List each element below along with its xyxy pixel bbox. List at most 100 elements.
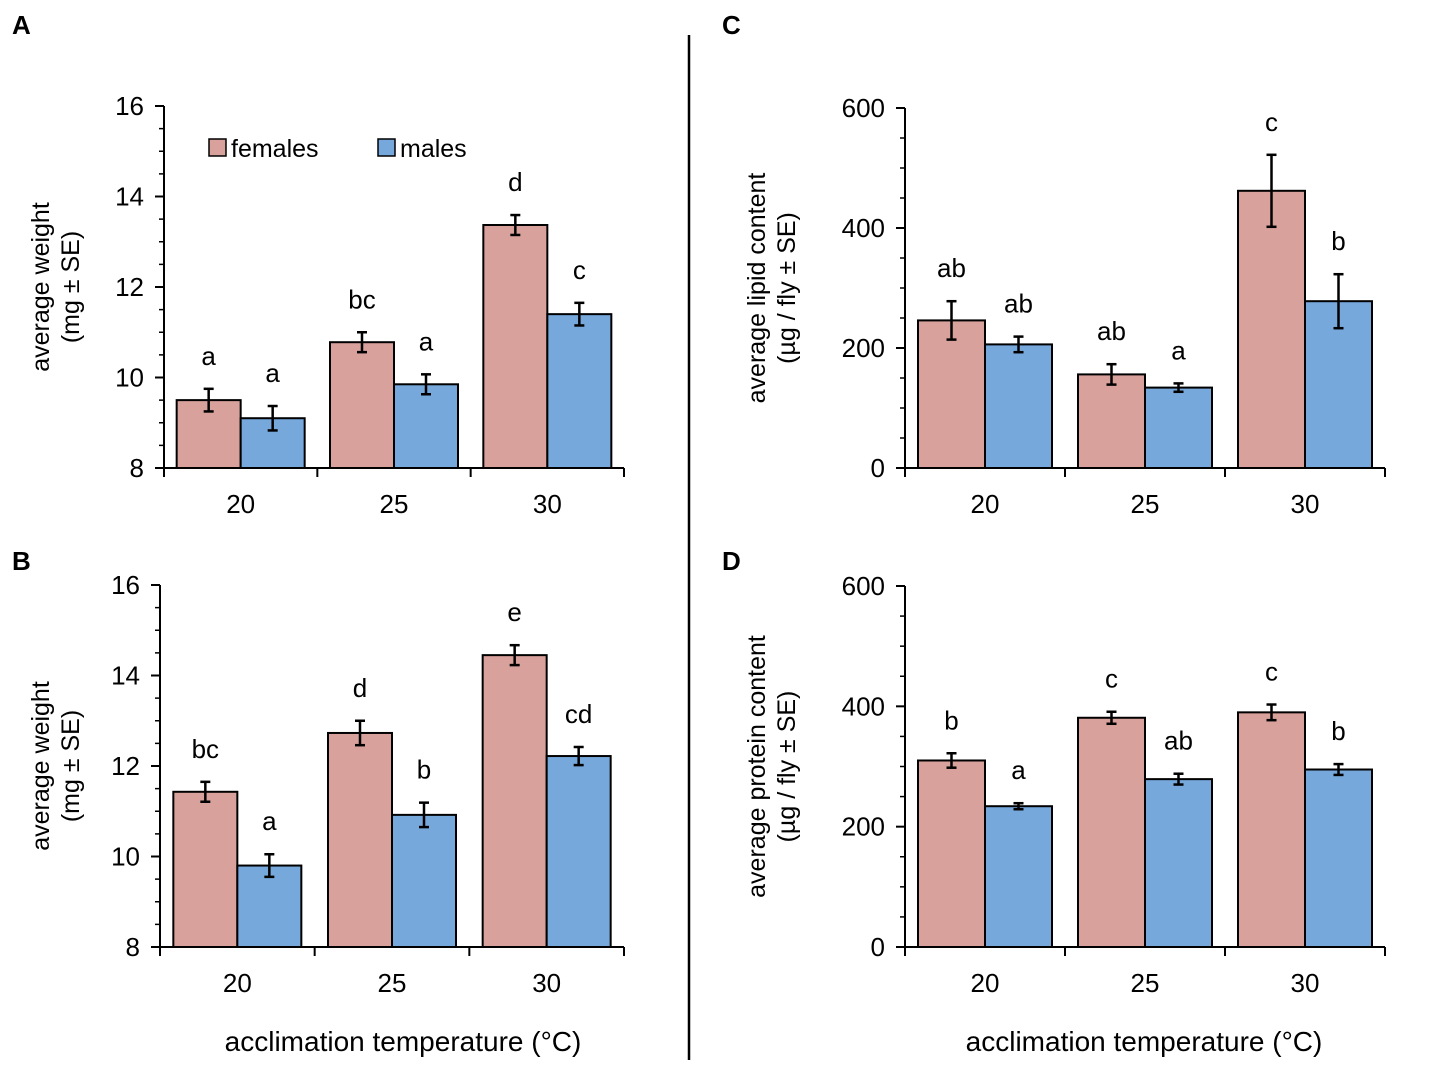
significance-letter: b <box>944 705 958 735</box>
bar-females <box>172 790 239 948</box>
significance-letter: cd <box>565 699 592 729</box>
y-tick-label: 200 <box>842 812 885 842</box>
significance-letter: ab <box>1164 726 1193 756</box>
y-axis-title: (µg / fly ± SE) <box>773 212 801 364</box>
y-tick-label: 16 <box>115 91 144 121</box>
bar-males <box>236 864 303 948</box>
chart-panel-c: 0 200 400 600 20 25 30 average lipid content (µg… <box>743 93 1386 519</box>
y-tick-label: 600 <box>842 571 885 601</box>
significance-letter: bc <box>348 284 375 314</box>
y-tick-label: 8 <box>130 453 144 483</box>
bar-females <box>482 224 549 469</box>
panel-letter-a: A <box>12 10 31 40</box>
bar-males <box>391 813 457 948</box>
y-axis-title: average lipid content <box>743 173 771 404</box>
legend-label-males: males <box>400 135 467 163</box>
x-tick-label: 20 <box>971 489 1000 519</box>
significance-letter: a <box>262 806 277 836</box>
significance-letter: b <box>1331 716 1345 746</box>
significance-letter: c <box>1265 107 1278 137</box>
x-tick-label: 30 <box>1291 489 1320 519</box>
legend-swatch-males <box>377 138 396 157</box>
legend-swatch-females <box>208 138 227 157</box>
significance-letter: ab <box>1004 289 1033 319</box>
y-axis-title: average protein content <box>743 635 771 898</box>
y-tick-label: 10 <box>115 363 144 393</box>
y-axis-title: average weight <box>27 202 55 372</box>
y-tick-label: 400 <box>842 691 885 721</box>
panel-letter-b: B <box>12 546 31 576</box>
y-tick-label: 8 <box>126 932 140 962</box>
bar-females <box>917 319 986 469</box>
significance-letter: ab <box>937 253 966 283</box>
y-tick-label: 0 <box>871 453 885 483</box>
bar-females <box>1237 189 1306 470</box>
x-axis-title-right: acclimation temperature (°C) <box>966 1026 1323 1057</box>
x-tick-label: 25 <box>1131 489 1160 519</box>
y-axis-title: average weight <box>27 681 55 851</box>
bar-males <box>239 417 306 470</box>
bar-females <box>1077 373 1146 469</box>
significance-letter: a <box>1011 755 1026 785</box>
y-axis-title: (mg ± SE) <box>57 710 85 822</box>
significance-letter: a <box>201 341 216 371</box>
bar-males <box>1144 386 1213 470</box>
significance-letter: d <box>353 673 367 703</box>
significance-letter: e <box>507 597 521 627</box>
x-tick-label: 20 <box>223 968 252 998</box>
legend-label-females: females <box>231 135 319 163</box>
x-tick-label: 25 <box>1131 968 1160 998</box>
panel-letter-c: C <box>722 10 741 40</box>
x-axis-title-left: acclimation temperature (°C) <box>225 1026 582 1057</box>
bar-males <box>984 343 1053 469</box>
bar-females <box>481 654 548 948</box>
significance-letter: bc <box>192 734 219 764</box>
bar-females <box>329 341 395 469</box>
significance-letter: c <box>1105 664 1118 694</box>
x-tick-label: 30 <box>1291 968 1320 998</box>
bar-females <box>1077 716 1146 949</box>
significance-letter: c <box>573 255 586 285</box>
y-tick-label: 10 <box>111 842 140 872</box>
y-tick-label: 0 <box>871 932 885 962</box>
x-tick-label: 25 <box>380 489 409 519</box>
significance-letter: a <box>265 358 280 388</box>
bar-males <box>984 805 1053 949</box>
panel-letter-d: D <box>722 546 741 576</box>
bar-males <box>545 755 612 948</box>
y-tick-label: 200 <box>842 333 885 363</box>
x-tick-label: 20 <box>226 489 255 519</box>
y-tick-label: 600 <box>842 93 885 123</box>
bar-females <box>917 759 986 948</box>
bar-females <box>1237 711 1306 948</box>
bar-females <box>327 731 393 949</box>
y-tick-label: 12 <box>111 751 140 781</box>
significance-letter: c <box>1265 657 1278 687</box>
y-tick-label: 14 <box>111 661 140 691</box>
bar-males <box>1144 778 1213 949</box>
y-tick-label: 16 <box>111 570 140 600</box>
chart-panel-a: 8 10 12 14 16 20 25 30 average weight (mg ± SE) a b… <box>27 91 625 519</box>
x-tick-label: 30 <box>533 489 562 519</box>
bar-males <box>546 313 613 469</box>
bar-males <box>393 383 459 470</box>
y-axis-title: (mg ± SE) <box>57 231 85 343</box>
significance-letter: d <box>508 167 522 197</box>
bar-males <box>1304 768 1373 949</box>
significance-letter: b <box>417 755 431 785</box>
chart-panel-d: 0 200 400 600 20 25 30 average protein content(… <box>743 571 1386 998</box>
significance-letter: a <box>1171 335 1186 365</box>
significance-letter: ab <box>1097 316 1126 346</box>
y-tick-label: 12 <box>115 272 144 302</box>
legend: females males <box>208 135 467 163</box>
y-tick-label: 400 <box>842 213 885 243</box>
significance-letter: a <box>419 326 434 356</box>
x-tick-label: 25 <box>378 968 407 998</box>
y-axis-title: (µg / fly ± SE) <box>773 691 801 843</box>
y-tick-label: 14 <box>115 182 144 212</box>
significance-letter: b <box>1331 226 1345 256</box>
x-tick-label: 20 <box>971 968 1000 998</box>
x-tick-label: 30 <box>532 968 561 998</box>
